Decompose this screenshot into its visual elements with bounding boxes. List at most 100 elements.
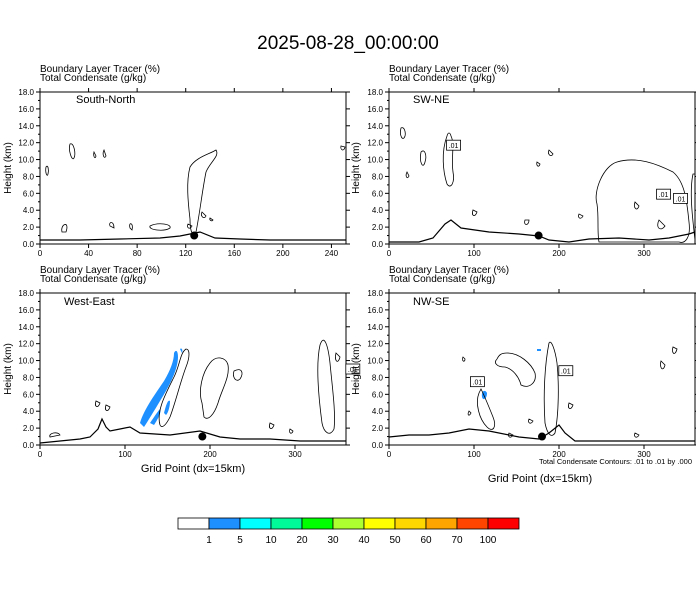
- main-title: 2025-08-28_00:00:00: [257, 33, 439, 54]
- y-tick-label: 6.0: [372, 189, 384, 198]
- x-tick-label: 200: [552, 450, 566, 459]
- panel-header-tracer: Boundary Layer Tracer (%): [389, 265, 509, 276]
- y-tick-label: 18.0: [18, 88, 34, 97]
- contour-label-box: [470, 376, 485, 388]
- panel-header-condensate: Total Condensate (g/kg): [40, 274, 146, 285]
- x-tick-label: 120: [179, 249, 193, 258]
- x-tick-label: 0: [38, 450, 43, 459]
- colorbar-swatch: [487, 517, 520, 530]
- location-marker: [538, 432, 546, 441]
- contour-label-box: [558, 365, 574, 377]
- colorbar-swatch: [394, 517, 427, 530]
- y-tick-label: 10.0: [367, 357, 383, 366]
- y-tick-label: 14.0: [18, 323, 34, 332]
- x-tick-label: 160: [228, 249, 242, 258]
- colorbar-label: 30: [327, 535, 339, 546]
- x-tick-label: 0: [387, 249, 392, 258]
- y-tick-label: 2.0: [372, 223, 384, 232]
- contour-label: .01: [561, 369, 571, 376]
- y-tick-label: 2.0: [372, 424, 384, 433]
- axes: 0.0 2.0 4.0 6.0 8.0 10.0 12.0 14.0 16.0 18.0 0 100 2…: [18, 289, 350, 459]
- y-tick-label: 4.0: [372, 206, 384, 215]
- condensate-contours: [462, 341, 678, 438]
- panel-sw-ne: Boundary Layer Tracer (%) Total Condensa…: [351, 64, 696, 258]
- contour-labels: .01 .01: [470, 365, 574, 388]
- location-marker: [198, 432, 207, 441]
- colorbar-swatch: [363, 517, 396, 530]
- x-tick-label: 100: [118, 450, 132, 459]
- plot-frame: [388, 292, 696, 446]
- y-tick-label: 8.0: [372, 172, 384, 181]
- contour-label-box: [345, 363, 361, 375]
- y-tick-label: 12.0: [367, 340, 383, 349]
- y-tick-label: 14.0: [367, 323, 383, 332]
- y-tick-label: 14.0: [367, 122, 383, 131]
- contour-label: .01: [676, 196, 686, 203]
- x-tick-label: 100: [467, 450, 481, 459]
- x-tick-label: 240: [325, 249, 339, 258]
- plot-frame: [39, 292, 347, 446]
- colorbar-label: 50: [389, 535, 401, 546]
- y-tick-label: 0.0: [372, 441, 384, 450]
- y-tick-label: 6.0: [372, 390, 384, 399]
- plot-frame: [39, 91, 347, 245]
- y-tick-label: 4.0: [372, 407, 384, 416]
- y-tick-label: 8.0: [23, 172, 35, 181]
- colorbar-swatch: [239, 517, 272, 530]
- panel-header-condensate: Total Condensate (g/kg): [40, 73, 146, 84]
- y-tick-label: 4.0: [23, 407, 35, 416]
- x-tick-label: 40: [84, 249, 93, 258]
- terrain-line: [39, 417, 346, 444]
- y-tick-label: 0.0: [23, 240, 35, 249]
- colorbar-swatch: [177, 517, 210, 530]
- x-tick-label: 80: [133, 249, 142, 258]
- condensate-contours: [49, 339, 341, 438]
- y-tick-label: 2.0: [23, 223, 35, 232]
- section-label: South-North: [76, 94, 135, 106]
- colorbar-label: 5: [237, 535, 243, 546]
- y-tick-label: 10.0: [367, 156, 383, 165]
- y-tick-label: 18.0: [18, 289, 34, 298]
- x-tick-label: 200: [276, 249, 290, 258]
- panel-south-north: Boundary Layer Tracer (%) Total Condensa…: [3, 64, 350, 258]
- plot-area: 0.0 2.0 4.0 6.0 8.0 10.0 12.0 14.0 16.0 18.0 0 40 80…: [18, 88, 350, 258]
- x-axis-label: Grid Point (dx=15km): [488, 473, 592, 485]
- y-tick-label: 6.0: [23, 390, 35, 399]
- section-label: SW-NE: [413, 94, 449, 106]
- y-tick-label: 12.0: [18, 139, 34, 148]
- y-tick-label: 16.0: [18, 306, 34, 315]
- section-label: West-East: [64, 296, 115, 308]
- x-tick-label: 100: [467, 249, 481, 258]
- y-tick-label: 16.0: [18, 105, 34, 114]
- contour-labels: .01 .01 .01: [446, 139, 688, 204]
- colorbar-swatch: [332, 517, 365, 530]
- colorbar-label: 100: [480, 535, 497, 546]
- colorbar-swatch: [425, 517, 458, 530]
- y-tick-label: 14.0: [18, 122, 34, 131]
- x-tick-label: 300: [637, 450, 651, 459]
- y-tick-label: 8.0: [372, 373, 384, 382]
- section-label: NW-SE: [413, 296, 449, 308]
- plot-frame: [388, 91, 696, 245]
- y-tick-label: 18.0: [367, 289, 383, 298]
- y-axis-label: Height (km): [3, 142, 14, 194]
- y-tick-label: 8.0: [23, 373, 35, 382]
- plot-area: 0.0 2.0 4.0 6.0 8.0 10.0 12.0 14.0 16.0 18.0 0 100 2…: [18, 289, 361, 459]
- y-tick-label: 0.0: [23, 441, 35, 450]
- panel-nw-se: Boundary Layer Tracer (%) Total Condensa…: [351, 265, 696, 485]
- contour-labels: .01: [345, 363, 361, 375]
- x-axis-label: Grid Point (dx=15km): [141, 463, 245, 475]
- colorbar-swatch: [270, 517, 303, 530]
- y-axis-label: Height (km): [351, 343, 362, 395]
- contour-label: .01: [659, 192, 669, 199]
- panel-header-tracer: Boundary Layer Tracer (%): [40, 64, 160, 75]
- contour-note: Total Condensate Contours: .01 to .01 by…: [539, 457, 692, 466]
- y-tick-label: 4.0: [23, 206, 35, 215]
- contour-label: .01: [473, 380, 483, 387]
- panel-header-condensate: Total Condensate (g/kg): [389, 274, 495, 285]
- y-tick-label: 10.0: [18, 156, 34, 165]
- colorbar-swatch: [208, 517, 241, 530]
- y-tick-label: 16.0: [367, 306, 383, 315]
- y-tick-label: 2.0: [23, 424, 35, 433]
